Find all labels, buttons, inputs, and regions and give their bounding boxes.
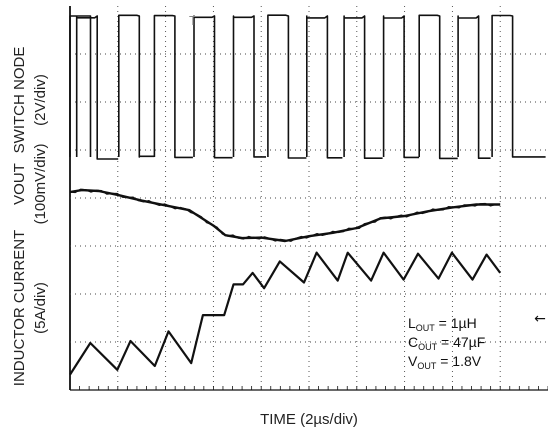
annotation-lout: LOUT = 1µH <box>408 315 477 333</box>
switch-node-trace <box>69 14 546 160</box>
ylabel-inductor-current: INDUCTOR CURRENT <box>11 230 28 386</box>
vout-ripple <box>69 188 497 242</box>
xlabel: TIME (2µs/div) <box>260 411 358 428</box>
annotation-vout: VOUT = 1.8V <box>408 353 482 371</box>
yunit-switch-node: (2V/div) <box>32 74 49 126</box>
yunit-inductor-current: (5A/div) <box>32 282 49 334</box>
inductor-current-trace <box>69 251 502 376</box>
trigger-marker: T <box>189 13 197 28</box>
yunit-vout: (100mV/div) <box>32 144 49 225</box>
grid <box>69 6 548 390</box>
traces <box>69 14 546 376</box>
ylabel-switch-node: SWITCH NODE <box>11 47 28 154</box>
annotation-cout: COUT = 47µF <box>408 334 485 352</box>
reference-arrow-icon: ← <box>534 311 546 327</box>
ylabel-vout: VOUT <box>11 163 28 205</box>
